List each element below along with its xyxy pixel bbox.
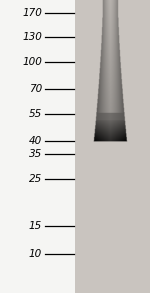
Text: 55: 55	[29, 109, 42, 119]
Text: 40: 40	[29, 136, 42, 146]
Text: 70: 70	[29, 84, 42, 94]
Bar	[0, 0, 75, 293]
Text: 10: 10	[29, 249, 42, 259]
Text: 170: 170	[22, 8, 42, 18]
Text: 25: 25	[29, 174, 42, 184]
Text: 15: 15	[29, 221, 42, 231]
Text: 100: 100	[22, 57, 42, 67]
Text: 35: 35	[29, 149, 42, 159]
Bar	[75, 0, 150, 293]
Text: 130: 130	[22, 32, 42, 42]
